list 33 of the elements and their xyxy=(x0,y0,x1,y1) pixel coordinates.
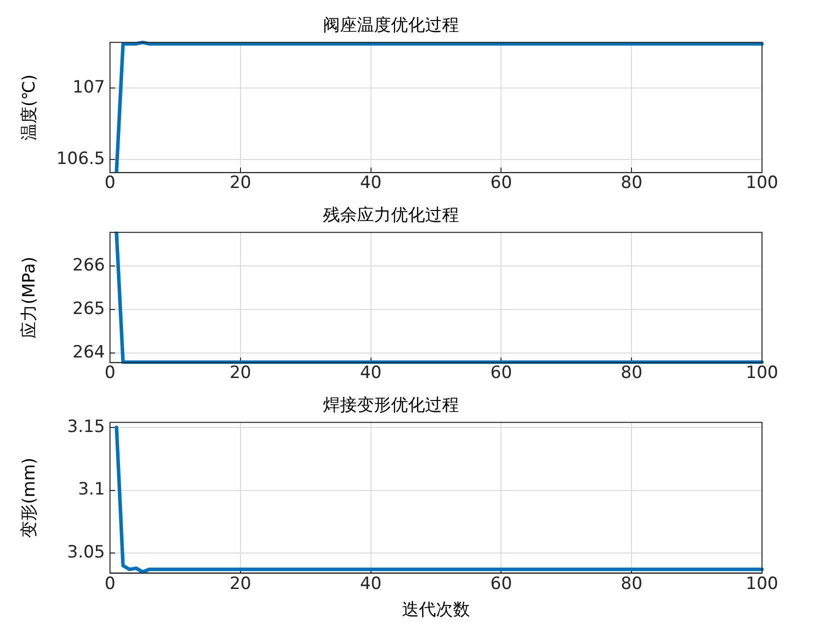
x-tick-label: 40 xyxy=(360,173,382,194)
x-tick-label: 100 xyxy=(746,173,778,194)
chart-title: 残余应力优化过程 xyxy=(323,206,459,226)
y-tick-label: 3.1 xyxy=(78,480,105,500)
chart-title: 焊接变形优化过程 xyxy=(323,396,459,416)
y-axis-title: 变形(mm) xyxy=(20,458,40,538)
x-axis-title: 迭代次数 xyxy=(402,600,470,620)
x-tick-label: 0 xyxy=(104,173,116,194)
y-tick-label: 3.15 xyxy=(67,416,105,437)
x-tick-label: 40 xyxy=(360,363,382,384)
x-tick-label: 0 xyxy=(104,363,116,384)
x-tick-label: 60 xyxy=(490,574,512,594)
x-tick-label: 40 xyxy=(360,574,382,594)
x-tick-label: 80 xyxy=(620,363,642,384)
chart-title: 阀座温度优化过程 xyxy=(323,16,459,36)
y-tick-label: 3.05 xyxy=(67,542,105,563)
y-tick-label: 107 xyxy=(72,78,105,98)
y-tick-label: 264 xyxy=(72,342,105,362)
x-tick-label: 100 xyxy=(746,363,778,384)
y-axis-title: 应力(MPa) xyxy=(20,256,40,338)
x-tick-label: 20 xyxy=(230,363,252,384)
y-tick-label: 266 xyxy=(72,255,105,276)
x-tick-label: 80 xyxy=(620,574,642,594)
x-tick-label: 20 xyxy=(230,173,252,194)
y-tick-label: 265 xyxy=(72,298,105,319)
x-tick-label: 60 xyxy=(490,173,512,194)
y-tick-label: 106.5 xyxy=(56,149,105,170)
x-tick-label: 60 xyxy=(490,363,512,384)
x-tick-label: 100 xyxy=(746,574,778,594)
x-tick-label: 80 xyxy=(620,173,642,194)
x-tick-label: 0 xyxy=(104,574,116,594)
x-tick-label: 20 xyxy=(230,574,252,594)
y-axis-title: 温度(℃) xyxy=(20,74,40,141)
